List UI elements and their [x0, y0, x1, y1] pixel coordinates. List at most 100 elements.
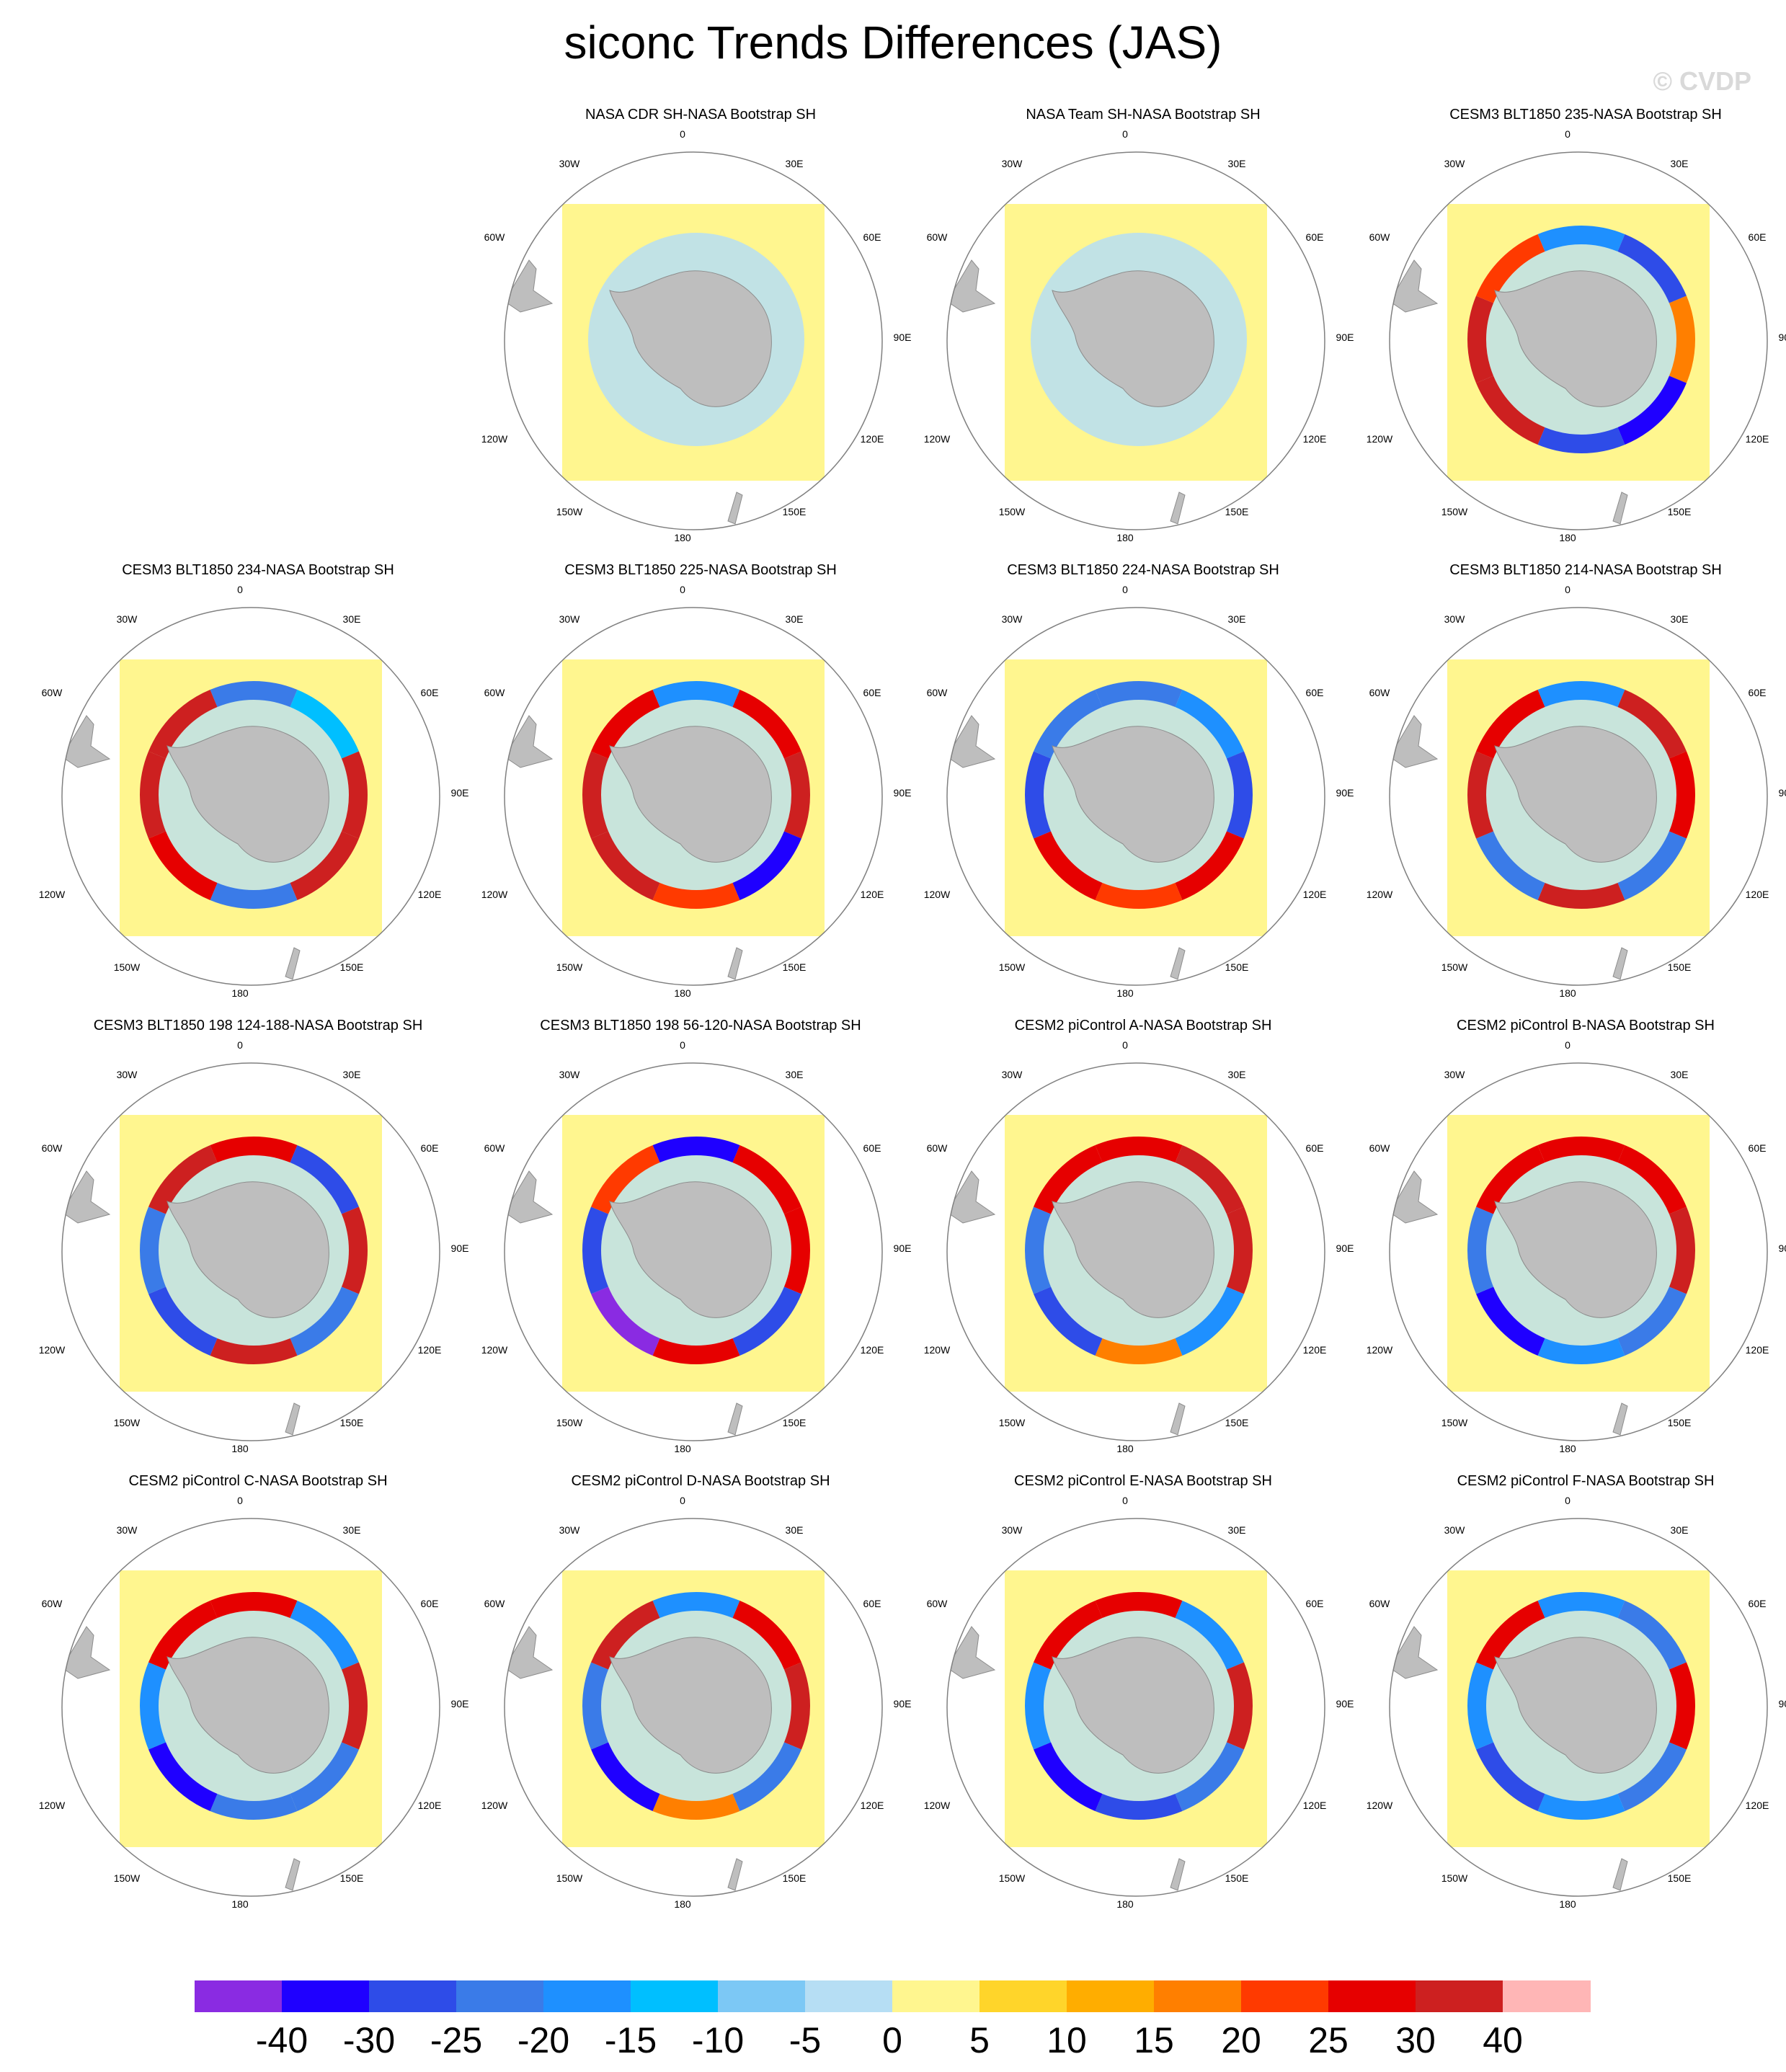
anomaly-segment	[783, 751, 810, 839]
longitude-label-120w: 120W	[924, 433, 951, 445]
longitude-label-0: 0	[1565, 1039, 1570, 1051]
antarctica-landmass	[609, 1181, 772, 1318]
longitude-label-30w: 30W	[1444, 158, 1466, 169]
longitude-label-120e: 120E	[1746, 889, 1769, 900]
colorbar-swatch	[369, 1980, 457, 2012]
polar-map: 030E60E90E120E150E180150W120W90W60W30W	[39, 584, 469, 999]
longitude-label-60w: 60W	[1369, 1142, 1391, 1154]
anomaly-segment	[1537, 427, 1625, 453]
panel-title: CESM3 BLT1850 235-NASA Bootstrap SH	[1449, 107, 1722, 123]
longitude-label-30w: 30W	[559, 1069, 581, 1080]
longitude-label-90e: 90E	[1336, 1698, 1354, 1709]
map-boundary	[946, 1062, 1325, 1441]
longitude-label-120w: 120W	[1367, 889, 1393, 900]
figure-title: siconc Trends Differences (JAS)	[564, 17, 1222, 68]
panel-title: CESM3 BLT1850 198 124-188-NASA Bootstrap…	[93, 1018, 423, 1033]
longitude-label-120e: 120E	[418, 1344, 442, 1356]
longitude-label-0: 0	[1565, 128, 1570, 140]
longitude-label-150w: 150W	[556, 506, 583, 517]
antarctica-landmass	[609, 270, 772, 407]
panel-title: CESM3 BLT1850 234-NASA Bootstrap SH	[122, 562, 394, 578]
longitude-label-120w: 120W	[1367, 433, 1393, 445]
colorbar-label: 10	[1047, 2020, 1087, 2060]
south-america-landmass	[1390, 259, 1439, 313]
longitude-label-60w: 60W	[1369, 231, 1391, 243]
longitude-label-150e: 150E	[340, 1872, 364, 1884]
longitude-label-150w: 150W	[999, 961, 1026, 973]
south-america-landmass	[947, 259, 996, 313]
new-zealand-landmass	[285, 947, 301, 980]
anomaly-segment	[732, 690, 801, 759]
anomaly-segment	[341, 751, 368, 839]
anomaly-segment	[1034, 831, 1103, 900]
anomaly-segment	[1034, 690, 1103, 759]
cvdp-watermark: © CVDP	[1653, 66, 1751, 96]
anomaly-segment	[148, 1286, 218, 1356]
anomaly-segment	[210, 1793, 298, 1820]
anomaly-segment	[1095, 882, 1183, 909]
map-boundary	[61, 607, 440, 986]
anomaly-segment	[1095, 1592, 1183, 1619]
map-panel-cesm2-picontrol-e-nasa-bootstrap-sh: CESM2 piControl E-NASA Bootstrap SH 0 30E 6…	[920, 1473, 1367, 1934]
new-zealand-landmass	[1170, 492, 1186, 525]
longitude-label-150e: 150E	[340, 961, 364, 973]
longitude-label-60e: 60E	[1749, 1142, 1767, 1154]
longitude-label-180: 180	[674, 1443, 691, 1454]
polar-map: 030E60E90E120E150E180150W120W90W60W30W	[481, 584, 912, 999]
new-zealand-landmass	[1170, 1858, 1186, 1891]
anomaly-segment	[1669, 295, 1695, 383]
south-america-landmass	[62, 1626, 111, 1679]
longitude-label-60w: 60W	[484, 687, 506, 698]
longitude-label-180: 180	[1116, 987, 1134, 999]
new-zealand-landmass	[1612, 1858, 1628, 1891]
longitude-label-180: 180	[231, 1898, 249, 1910]
anomaly-segment	[1476, 1145, 1545, 1214]
longitude-label-120w: 120W	[481, 1800, 508, 1811]
longitude-label-60e: 60E	[1306, 1598, 1324, 1609]
anomaly-segment	[1467, 751, 1494, 839]
longitude-label-120w: 120W	[481, 433, 508, 445]
south-america-landmass	[505, 1626, 554, 1679]
longitude-label-30e: 30E	[786, 1069, 804, 1080]
colorbar-label: 15	[1134, 2020, 1174, 2060]
longitude-label-60w: 60W	[927, 1598, 948, 1609]
longitude-label-180: 180	[1559, 1443, 1576, 1454]
anomaly-segment	[1467, 295, 1494, 383]
antarctica-landmass	[609, 726, 772, 863]
colorbar-label: -30	[342, 2020, 396, 2060]
longitude-label-30w: 30W	[1444, 613, 1466, 625]
anomaly-segment	[1226, 751, 1253, 839]
longitude-label-30w: 30W	[1002, 613, 1023, 625]
longitude-label-120w: 120W	[924, 1344, 951, 1356]
anomaly-segment	[341, 1206, 368, 1294]
longitude-label-30e: 30E	[786, 613, 804, 625]
colorbar-swatch	[282, 1980, 370, 2012]
longitude-label-60w: 60W	[484, 231, 506, 243]
new-zealand-landmass	[285, 1402, 301, 1436]
longitude-label-120e: 120E	[861, 889, 884, 900]
new-zealand-landmass	[1612, 947, 1628, 980]
colorbar-swatch	[718, 1980, 806, 2012]
longitude-label-0: 0	[1565, 1495, 1570, 1506]
anomaly-segment	[1025, 1206, 1052, 1294]
anomaly-segment	[148, 1145, 218, 1214]
longitude-label-90e: 90E	[1779, 1698, 1786, 1709]
map-boundary	[946, 151, 1325, 530]
longitude-label-150w: 150W	[1441, 961, 1468, 973]
longitude-label-30w: 30W	[1444, 1069, 1466, 1080]
anomaly-segment	[1537, 1137, 1625, 1163]
longitude-label-30w: 30W	[1002, 158, 1023, 169]
anomaly-segment	[1617, 1145, 1687, 1214]
longitude-label-60w: 60W	[42, 1142, 63, 1154]
longitude-label-60e: 60E	[1749, 1598, 1767, 1609]
south-america-landmass	[1390, 1170, 1439, 1224]
south-america-landmass	[505, 715, 554, 768]
colorbar: -40 -30 -25 -20 -15 -10 -5 0 5 10 15 20 25 30 40	[195, 1980, 1591, 2060]
anomaly-segment	[148, 831, 218, 900]
anomaly-segment	[1537, 882, 1625, 909]
anomaly-segment	[783, 1206, 810, 1294]
colorbar-label: 20	[1221, 2020, 1261, 2060]
anomaly-segment	[140, 1662, 166, 1750]
anomaly-segment	[140, 1206, 166, 1294]
anomaly-segment	[1617, 690, 1687, 759]
